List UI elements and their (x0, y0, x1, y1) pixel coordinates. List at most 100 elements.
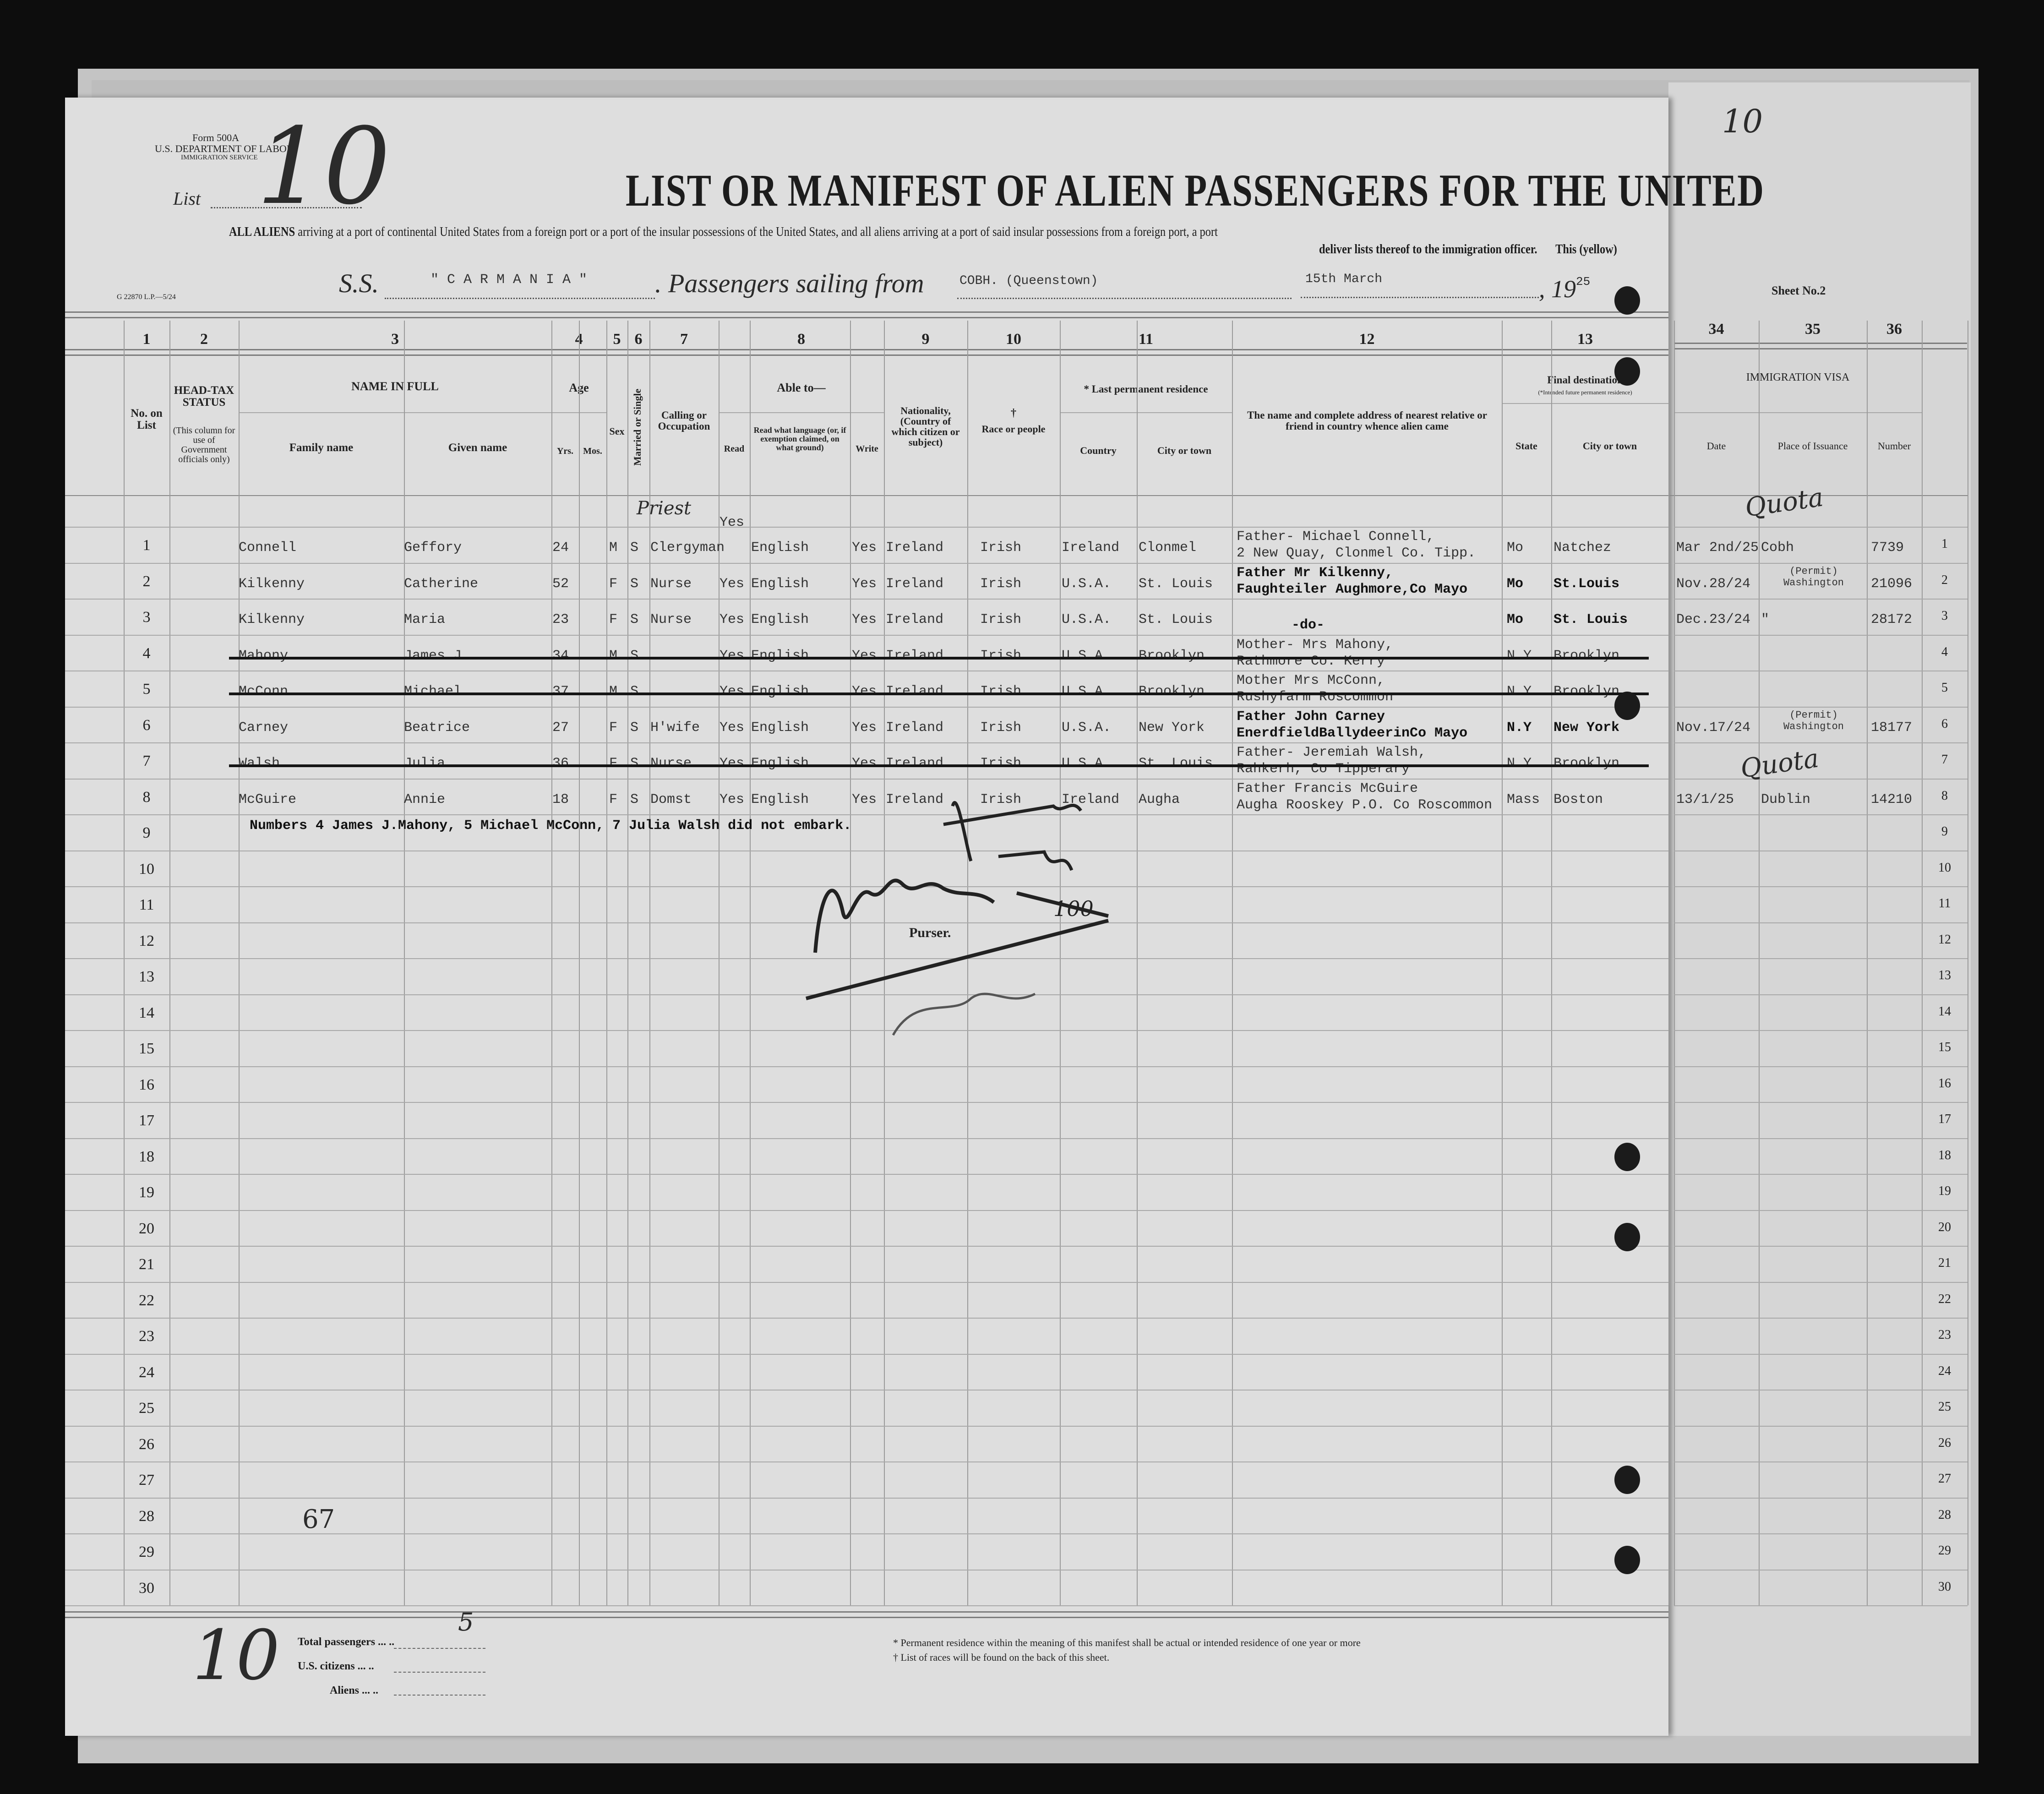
row-rule (65, 994, 1668, 995)
passenger-state: N.Y (1507, 648, 1532, 664)
visa-row-number: 1 (1941, 537, 1948, 551)
passenger-age: 24 (552, 540, 569, 556)
row-rule (65, 1066, 1668, 1067)
row-number: 4 (142, 644, 151, 662)
passenger-visa-number: 21096 (1871, 576, 1913, 592)
passenger-age: 52 (552, 576, 569, 592)
punch-hole (1614, 357, 1640, 386)
inspector-signature (943, 801, 1082, 871)
header-visa-date: Date (1706, 440, 1726, 452)
passenger-dest-city: Boston (1553, 791, 1603, 807)
visa-row-number: 22 (1938, 1292, 1951, 1306)
punch-hole (1614, 1143, 1640, 1171)
passenger-sex: M (609, 648, 618, 664)
passenger-state: N.Y (1507, 720, 1532, 736)
row-number: 21 (139, 1256, 154, 1273)
passenger-sex: F (609, 720, 618, 736)
passenger-write: Yes (852, 576, 877, 592)
passenger-write: Yes (852, 720, 877, 736)
row-rule (1674, 599, 1968, 600)
subheader-rule (1674, 412, 1922, 413)
column-rule (850, 321, 851, 1605)
passenger-write: Yes (852, 612, 877, 627)
passenger-city: St. Louis (1139, 612, 1213, 627)
instructions-text-2: deliver lists thereof to the immigration… (1319, 242, 1537, 256)
subheader-rule (239, 412, 606, 413)
instructions-text-2-end: This (yellow) (1555, 242, 1617, 256)
passenger-state: Mass (1507, 791, 1540, 807)
row-rule (65, 1425, 1668, 1427)
passenger-age: 37 (552, 684, 569, 699)
port-underline (957, 298, 1292, 299)
passenger-race: Irish (980, 720, 1022, 736)
passenger-read: Yes (719, 720, 745, 736)
passenger-write: Yes (852, 791, 877, 807)
passenger-language: English (751, 576, 809, 592)
row-rule (1674, 527, 1968, 528)
column-number: 36 (1886, 321, 1902, 338)
visa-row-number: 25 (1938, 1400, 1951, 1414)
us-citizens-line (394, 1672, 485, 1673)
passenger-visa-date: Nov.17/24 (1676, 720, 1751, 736)
footnote-residence: * Permanent residence within the meaning… (893, 1637, 1361, 1648)
row-rule (1674, 1246, 1968, 1247)
passenger-country: Ireland (1062, 540, 1120, 556)
row-rule (65, 1246, 1668, 1247)
column-number: 3 (391, 331, 399, 348)
visa-row-number: 20 (1938, 1220, 1951, 1234)
passenger-visa-number: 18177 (1871, 720, 1913, 736)
column-rule (1060, 321, 1061, 1605)
header-country: Country (1080, 445, 1117, 456)
ship-line: S.S. (339, 268, 379, 299)
year-suffix: 25 (1576, 275, 1591, 289)
row-number: 24 (139, 1363, 154, 1381)
page-mark: 67 (302, 1505, 335, 1534)
passenger-city: Brooklyn (1139, 648, 1205, 664)
passenger-relative-address: Rahkerh, Co Tipperary (1237, 761, 1410, 777)
passenger-visa-date: Dec.23/24 (1676, 612, 1751, 627)
column-rule (1137, 321, 1138, 1605)
passenger-status: S (630, 612, 639, 627)
row-number: 1 (142, 537, 151, 554)
passenger-family: McGuire (239, 791, 297, 807)
passenger-read: Yes (719, 756, 745, 771)
signatures: 100 (806, 801, 1109, 1036)
header-rule (1674, 343, 1967, 344)
passenger-given: Michael (404, 684, 462, 699)
visa-row-number: 13 (1938, 968, 1951, 982)
date-underline (1301, 297, 1539, 298)
column-rule (627, 321, 628, 1605)
back-sheet-number-handwritten: 10 (1722, 103, 1763, 140)
total-passengers-value: 5 (458, 1608, 474, 1636)
passenger-age: 23 (552, 612, 569, 627)
purser-label: Purser. (909, 925, 951, 940)
passenger-status: S (630, 648, 639, 664)
department: U.S. DEPARTMENT OF LABOR (155, 143, 294, 154)
row-rule (65, 1281, 1668, 1283)
row-number: 17 (139, 1112, 154, 1129)
passenger-visa-place: Cobh (1761, 540, 1794, 556)
passenger-family: Walsh (239, 756, 280, 771)
row-number: 18 (139, 1148, 154, 1165)
row-number: 16 (139, 1076, 154, 1093)
passenger-given: Beatrice (404, 720, 470, 736)
row-number: 15 (139, 1040, 154, 1057)
instructions: ALL ALIENS arriving at a port of contine… (229, 224, 1218, 240)
row-number: 7 (142, 752, 151, 769)
passenger-relative-name: Father Mr Kilkenny, (1237, 565, 1394, 581)
row-number: 25 (139, 1400, 154, 1417)
row-rule (1674, 1210, 1968, 1211)
row-rule (65, 1497, 1668, 1499)
row-rule (1674, 1030, 1968, 1031)
passenger-dest-city: Natchez (1553, 540, 1612, 556)
passenger-given: Catherine (404, 576, 479, 592)
row-number: 8 (142, 788, 151, 806)
column-number: 11 (1138, 331, 1154, 348)
row-rule (1674, 1174, 1968, 1175)
passenger-visa-date: Nov.28/24 (1676, 576, 1751, 592)
header-visa-place: Place of Issuance (1777, 440, 1848, 452)
passenger-write: Yes (852, 540, 877, 556)
passenger-dest-city: New York (1553, 720, 1620, 736)
row-rule (1674, 958, 1968, 959)
row-number: 6 (142, 716, 151, 734)
